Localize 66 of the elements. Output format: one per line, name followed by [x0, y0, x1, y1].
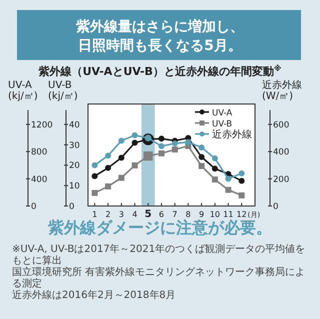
point	[132, 162, 138, 168]
x-tick-label: 4	[132, 210, 138, 219]
chart-subtitle: 紫外線（UV-AとUV-B）と近赤外線の年間変動$^{※}$	[38, 64, 282, 78]
point	[212, 155, 218, 162]
y-tick-label: 30	[69, 140, 80, 151]
point	[105, 164, 112, 171]
y3-tick-label: 0	[273, 202, 278, 212]
point	[198, 163, 205, 170]
y2-tick-label: 400	[31, 174, 48, 185]
x-tick-label: 3	[118, 210, 124, 219]
point	[118, 154, 124, 161]
x-tick-label: 9	[199, 210, 204, 219]
point	[185, 139, 192, 146]
x-tick-label: 5	[144, 209, 152, 220]
y-tick-label: 10	[69, 182, 80, 192]
point	[225, 176, 232, 182]
point	[92, 173, 98, 180]
point	[132, 140, 138, 146]
point	[198, 154, 205, 160]
x-tick-label: 1	[92, 210, 98, 219]
y2-axis-title: UV-A (kj/㎡)	[8, 80, 38, 102]
y2-tick-label: 1200	[31, 120, 53, 130]
y-tick-label: 20	[69, 161, 80, 172]
point	[238, 192, 245, 198]
chart-title: 紫外線量はさらに増加し、日照時間も長くなる5月。	[75, 18, 244, 54]
y2-tick-label: 800	[31, 148, 48, 158]
point	[238, 170, 245, 176]
point	[172, 140, 178, 146]
legend-label: 近赤外線	[212, 128, 252, 140]
point	[105, 183, 112, 190]
y3-tick-label: 400	[273, 148, 290, 158]
x-tick-label: 7	[172, 210, 178, 219]
point	[132, 132, 138, 138]
text: 国立環境研究所 有害紫外線モニタリングネットワーク事務局による測定	[12, 266, 306, 290]
y-tick-label: 40	[69, 120, 80, 130]
x-tick-label: 2	[105, 210, 111, 219]
x-tick-label: 6	[158, 210, 164, 219]
point	[225, 186, 232, 193]
x-tick-label: 12	[236, 210, 247, 219]
point	[158, 136, 164, 142]
x-tick-label: 10	[210, 210, 220, 219]
point	[158, 143, 164, 150]
point	[212, 166, 218, 172]
y3-axis-title: 近赤外線 (W/㎡)	[262, 79, 302, 102]
legend-label: UV-A	[212, 108, 232, 118]
y-axis-title: UV-B (kj/㎡)	[48, 80, 78, 102]
point	[238, 178, 245, 184]
y2-tick-label: 0	[31, 202, 36, 212]
y3-tick-label: 600	[273, 120, 290, 130]
legend-label: UV-B	[212, 120, 232, 130]
point	[198, 144, 205, 151]
y-tick-label: 0	[69, 202, 74, 212]
y3-tick-label: 200	[273, 174, 290, 185]
point	[118, 174, 124, 181]
point	[172, 146, 178, 152]
x-tick-label: 11	[223, 210, 234, 219]
x-tick-label: 8	[186, 210, 191, 219]
text: ※UV-A, UV-Bは2017年～2021年のつくば観測データの平均値をもとに算出	[12, 243, 306, 266]
point	[92, 162, 98, 168]
point	[92, 190, 98, 196]
point	[158, 150, 164, 156]
point	[212, 176, 218, 182]
point	[118, 138, 124, 144]
point	[105, 152, 112, 159]
text: 近赤外線は2016年2月～2018年8月	[12, 289, 176, 301]
text: 紫外線ダメージに注意が必要。	[47, 218, 272, 237]
